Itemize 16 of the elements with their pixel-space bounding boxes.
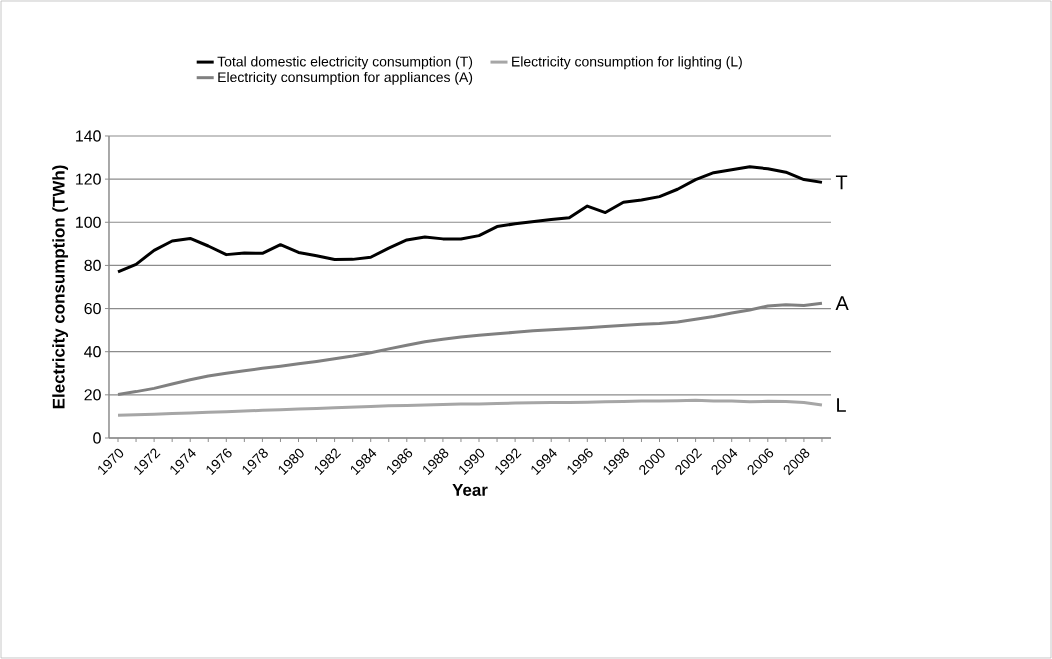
y-tick-label: 40 <box>84 346 101 358</box>
legend-label: Electricity consumption for lighting (L) <box>512 56 742 70</box>
legend-label: Electricity consumption for appliances (A) <box>218 71 473 85</box>
y-tick-label: 120 <box>76 173 101 185</box>
text: L <box>837 398 846 412</box>
text: T <box>835 175 848 190</box>
y-tick-label: 100 <box>76 216 101 228</box>
y-axis-title: Electricity consumption (TWh) <box>52 165 69 409</box>
legend-label: Total domestic electricity consumption (T) <box>217 56 473 70</box>
y-tick-label: 0 <box>93 432 101 444</box>
y-tick-label: 60 <box>84 302 101 315</box>
y-tick-label: 20 <box>84 389 101 401</box>
text: A <box>835 296 849 311</box>
x-axis-title: Year <box>452 484 488 496</box>
y-tick-label: 140 <box>76 130 101 142</box>
y-tick-label: 80 <box>84 259 101 272</box>
